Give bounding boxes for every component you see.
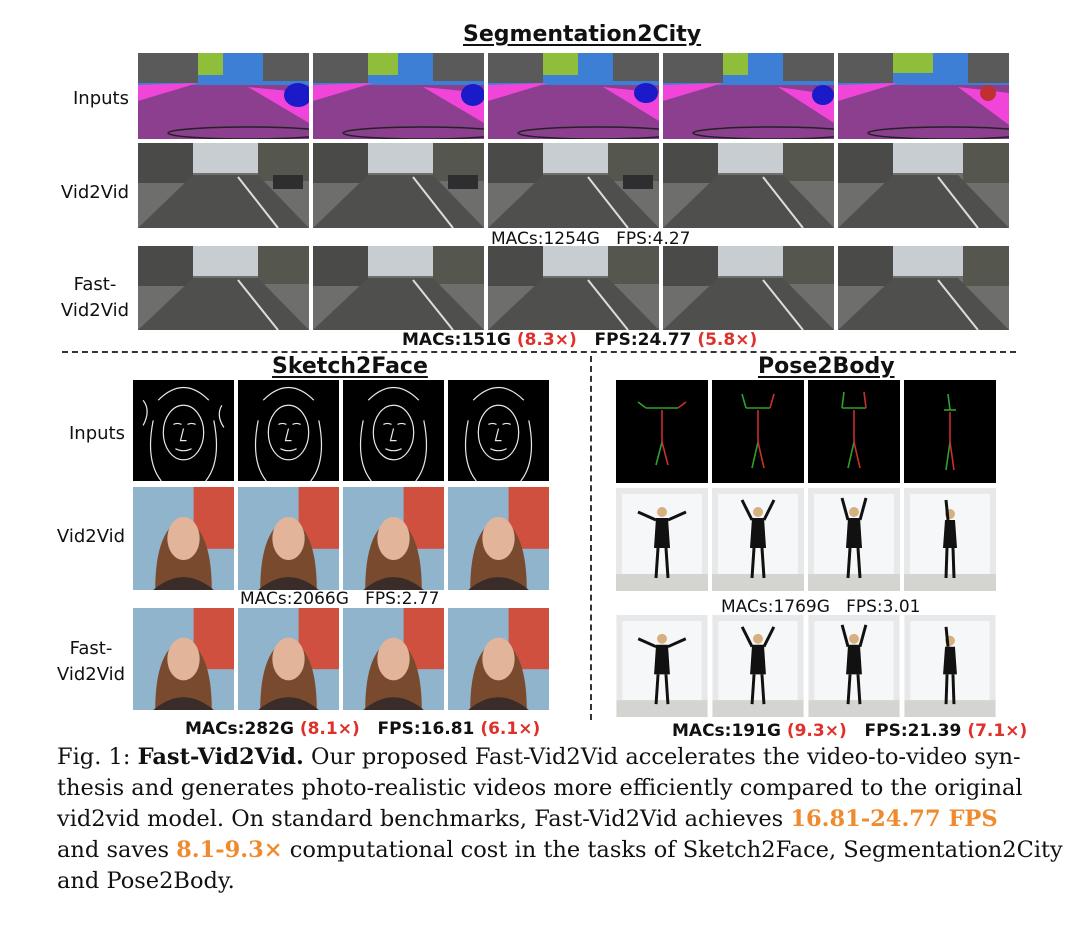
- pose-vid2vid-frame: [904, 488, 996, 591]
- pose-fast-frame: [808, 615, 900, 717]
- pose-vid2vid-frame: [712, 488, 804, 591]
- seg-vid2vid-frame: [488, 143, 659, 228]
- pose-fast-frames: [616, 615, 996, 717]
- seg-vid2vid-frame: [313, 143, 484, 228]
- pose-vid2vid-frame: [808, 488, 900, 591]
- caption-text-3: vid2vid model. On standard benchmarks, F…: [57, 806, 791, 832]
- seg-fast-frame: [838, 246, 1009, 330]
- seg-row-label-inputs: Inputs: [73, 88, 129, 109]
- pose-fast-stats: MACs:191G (9.3×) FPS:21.39 (7.1×): [672, 721, 1027, 741]
- pose-fast-frame: [712, 615, 804, 717]
- sketch-input-frame: [133, 380, 234, 481]
- sketch-row-label-inputs: Inputs: [69, 423, 125, 444]
- sketch-fast-frame: [343, 608, 444, 710]
- pose-fast-fps-speedup: (7.1×): [967, 721, 1028, 741]
- seg-input-frame: [663, 53, 834, 139]
- seg-vid2vid-frame: [138, 143, 309, 228]
- caption-text-1: Our proposed Fast-Vid2Vid accelerates th…: [303, 744, 1021, 770]
- pose-title: Pose2Body: [758, 354, 895, 379]
- sketch-row-label-vid2vid: Vid2Vid: [56, 526, 126, 547]
- pose-input-frame: [712, 380, 804, 483]
- seg-fast-fps: FPS:24.77: [594, 330, 692, 350]
- sketch-fast-macs: MACs:282G: [185, 719, 294, 739]
- seg-input-frame: [138, 53, 309, 139]
- caption-text-4a: and saves: [57, 837, 177, 863]
- pose-input-frame: [904, 380, 996, 483]
- seg-fast-stats: MACs:151G (8.3×) FPS:24.77 (5.8×): [402, 330, 757, 350]
- sketch-fast-frame: [133, 608, 234, 710]
- vertical-divider: [590, 356, 592, 720]
- caption-line-2: thesis and generates photo-realistic vid…: [57, 775, 1023, 801]
- seg-vid2vid-frame: [838, 143, 1009, 228]
- seg-input-frame: [488, 53, 659, 139]
- seg-vid2vid-frame: [663, 143, 834, 228]
- seg-fast-frame: [488, 246, 659, 330]
- pose-fast-fps: FPS:21.39: [864, 721, 962, 741]
- seg-input-frame: [313, 53, 484, 139]
- sketch-vid2vid-frame: [133, 487, 234, 590]
- sketch-input-frame: [448, 380, 549, 481]
- caption-bold-title: Fast-Vid2Vid.: [137, 744, 304, 770]
- pose-vid2vid-frames: [616, 488, 996, 591]
- caption-cost-range: 8.1-9.3×: [176, 837, 283, 863]
- caption-line-4: and saves 8.1-9.3× computational cost in…: [57, 835, 1063, 866]
- seg-input-frames: [138, 53, 1009, 139]
- horizontal-divider: [62, 351, 1016, 353]
- sketch-fast-frames: [133, 608, 549, 710]
- seg-fast-frame: [313, 246, 484, 330]
- seg-row-label-fast: Fast- Vid2Vid: [60, 274, 130, 321]
- seg-input-frame: [838, 53, 1009, 139]
- pose-input-frames: [616, 380, 996, 483]
- pose-fast-macs: MACs:191G: [672, 721, 781, 741]
- seg-title: Segmentation2City: [463, 22, 702, 47]
- seg-vid2vid-frames: [138, 143, 1009, 228]
- sketch-input-frame: [343, 380, 444, 481]
- seg-fast-fps-speedup: (5.8×): [697, 330, 758, 350]
- caption-fig-label: Fig. 1:: [57, 744, 138, 770]
- pose-fast-frame: [616, 615, 708, 717]
- sketch-fast-frame: [448, 608, 549, 710]
- pose-input-frame: [616, 380, 708, 483]
- sketch-input-frame: [238, 380, 339, 481]
- sketch-vid2vid-frames: [133, 487, 549, 590]
- sketch-fast-stats: MACs:282G (8.1×) FPS:16.81 (6.1×): [185, 719, 540, 739]
- sketch-title: Sketch2Face: [272, 354, 428, 379]
- sketch-row-label-fast: Fast- Vid2Vid: [56, 638, 126, 685]
- seg-fast-macs-speedup: (8.3×): [516, 330, 577, 350]
- caption-line-3: vid2vid model. On standard benchmarks, F…: [57, 804, 1047, 835]
- seg-row-label-vid2vid: Vid2Vid: [60, 182, 130, 203]
- seg-fast-frames: [138, 246, 1009, 330]
- seg-fast-macs: MACs:151G: [402, 330, 511, 350]
- pose-fast-macs-speedup: (9.3×): [786, 721, 847, 741]
- seg-fast-frame: [663, 246, 834, 330]
- sketch-fast-macs-speedup: (8.1×): [299, 719, 360, 739]
- figure-caption: Fig. 1: Fast-Vid2Vid. Our proposed Fast-…: [57, 742, 1063, 897]
- sketch-fast-fps-speedup: (6.1×): [480, 719, 541, 739]
- caption-text-4b: computational cost in the tasks of Sketc…: [282, 837, 1063, 863]
- caption-line-1: Fig. 1: Fast-Vid2Vid. Our proposed Fast-…: [57, 742, 1047, 773]
- sketch-vid2vid-frame: [343, 487, 444, 590]
- sketch-vid2vid-frame: [238, 487, 339, 590]
- pose-fast-frame: [904, 615, 996, 717]
- sketch-fast-frame: [238, 608, 339, 710]
- pose-input-frame: [808, 380, 900, 483]
- sketch-fast-fps: FPS:16.81: [377, 719, 475, 739]
- caption-line-5: and Pose2Body.: [57, 868, 235, 894]
- pose-vid2vid-stats: MACs:1769G FPS:3.01: [721, 597, 921, 617]
- sketch-input-frames: [133, 380, 549, 481]
- sketch-vid2vid-frame: [448, 487, 549, 590]
- caption-fps-range: 16.81-24.77 FPS: [790, 806, 998, 832]
- seg-vid2vid-stats: MACs:1254G FPS:4.27: [491, 229, 691, 249]
- seg-fast-frame: [138, 246, 309, 330]
- pose-vid2vid-frame: [616, 488, 708, 591]
- sketch-vid2vid-stats: MACs:2066G FPS:2.77: [240, 589, 440, 609]
